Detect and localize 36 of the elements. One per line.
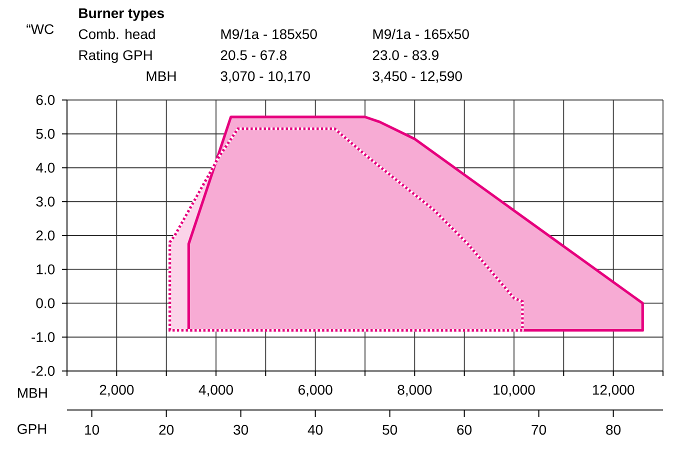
y-tick-label: 6.0	[36, 95, 55, 105]
x-tick-label: 4,000	[198, 384, 233, 396]
text: 3,070 - 10,170	[220, 71, 310, 83]
x2-tick-label: 80	[606, 424, 621, 435]
x2-tick-label: 40	[308, 424, 323, 435]
y-axis-title: “WC	[26, 24, 54, 34]
x2-tick-label: 30	[234, 424, 248, 435]
text: MBH	[146, 71, 176, 81]
x-tick-label: 6,000	[298, 384, 332, 396]
y-tick-label: 0.0	[36, 298, 55, 308]
x2-axis-title: GPH	[18, 424, 46, 434]
text: 20.5 - 67.8	[220, 50, 287, 60]
text: Rating GPH	[79, 50, 152, 63]
x-tick-label: 2,000	[100, 384, 134, 396]
x2-tick-label: 60	[457, 424, 472, 435]
text: M9/1a - 185x50	[221, 28, 317, 40]
x2-tick-label: 20	[159, 424, 174, 435]
y-tick-label: 2.0	[36, 230, 55, 240]
text: Burner types	[79, 8, 164, 21]
x2-tick-label: 70	[532, 424, 546, 435]
y-tick-label: -2.0	[32, 366, 55, 376]
text: 3,450 - 12,590	[372, 71, 462, 83]
x-tick-label: 12,000	[592, 384, 634, 396]
y-tick-label: 5.0	[36, 128, 55, 139]
x-tick-label: 10,000	[494, 384, 535, 396]
x2-tick-label: 10	[85, 424, 100, 435]
x2-tick-label: 50	[382, 424, 398, 435]
text: 23.0 - 83.9	[372, 50, 438, 60]
y-tick-label: -1.0	[32, 332, 55, 342]
text: Comb. head	[78, 28, 155, 40]
y-tick-label: 3.0	[36, 196, 55, 207]
text: M9/1a - 165x50	[373, 28, 469, 40]
x-tick-label: 8,000	[398, 384, 432, 396]
y-tick-label: 1.0	[36, 264, 55, 274]
x-axis-title: MBH	[18, 388, 47, 398]
y-tick-label: 4.0	[36, 162, 55, 173]
